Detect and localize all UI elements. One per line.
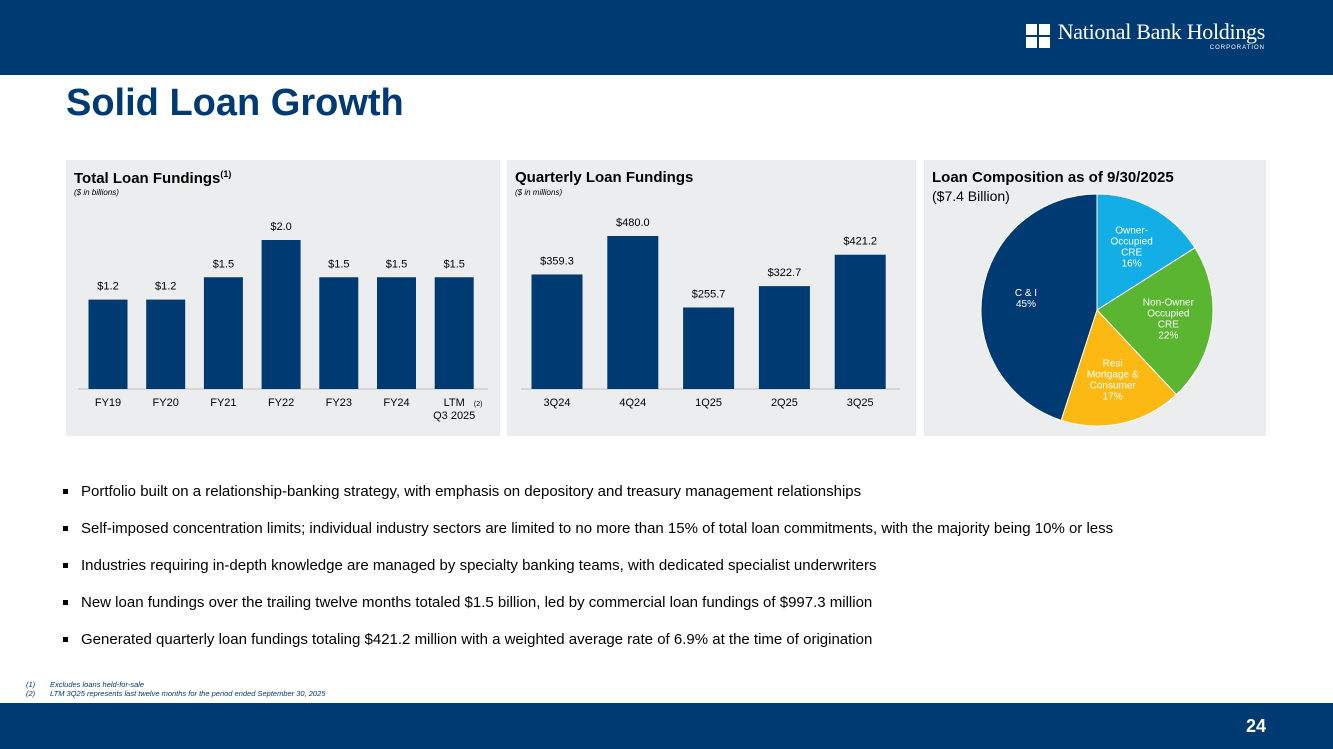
- bar-value-label: $255.7: [692, 288, 726, 300]
- footnote: (1) Excludes loans held-for-sale: [26, 680, 145, 689]
- bullet-item: Portfolio built on a relationship-bankin…: [62, 482, 1113, 519]
- loan-composition-panel: Loan Composition as of 9/30/2025 ($7.4 B…: [924, 160, 1266, 436]
- bullet-item: Self-imposed concentration limits; indiv…: [62, 519, 1113, 556]
- bullet-item: Generated quarterly loan fundings totali…: [62, 630, 1113, 667]
- bar-value-label: $1.5: [386, 258, 407, 270]
- x-tick-label: 2Q25: [771, 397, 798, 409]
- bar-value-label: $359.3: [540, 255, 574, 267]
- bar: [319, 277, 359, 389]
- x-tick-label: FY21: [210, 397, 236, 409]
- logo-name: National Bank Holdings: [1057, 19, 1266, 44]
- x-tick-sublabel: Q3 2025: [433, 410, 475, 422]
- page-number: 24: [1245, 716, 1266, 736]
- x-tick-label: FY19: [95, 397, 121, 409]
- quarterly-loan-fundings-chart: $359.3 3Q24 $480.0 4Q24 $255.7 1Q25 $322.7 2Q25…: [521, 217, 900, 409]
- total-loan-fundings-chart: $1.2 FY19 $1.2 FY20 $1.5 FY21 $2.0 FY22 $1.5 FY23…: [78, 221, 488, 422]
- bar: [203, 277, 243, 389]
- bullet-item: New loan fundings over the trailing twel…: [62, 593, 1113, 630]
- chart3-subtitle: ($7.4 Billion): [932, 188, 1010, 204]
- loan-composition-pie: Owner-Occupied CRE 16% Non-Owner Occupied CRE…: [980, 193, 1214, 427]
- chart1-subtitle: ($ in billions): [74, 188, 119, 197]
- bar-value-label: $1.2: [97, 281, 118, 293]
- bar-value-label: $1.5: [328, 258, 349, 270]
- total-loan-fundings-panel: Total Loan Fundings(1) ($ in billions) $…: [66, 160, 500, 436]
- pie-slice: [1060, 309, 1178, 427]
- bar-value-label: $2.0: [270, 221, 291, 233]
- chart2-subtitle: ($ in millions): [515, 188, 563, 197]
- bar-value-label: $480.0: [616, 217, 650, 229]
- bar-value-label: $322.7: [768, 267, 802, 279]
- chart3-title: Loan Composition as of 9/30/2025: [932, 169, 1174, 186]
- bar: [758, 286, 810, 389]
- pie-slice: [1096, 193, 1196, 311]
- quarterly-loan-fundings-panel: Quarterly Loan Fundings ($ in millions) …: [507, 160, 916, 436]
- bar: [834, 254, 886, 389]
- bar-value-label: $1.2: [155, 281, 176, 293]
- chart2-title: Quarterly Loan Fundings: [515, 169, 694, 186]
- footnote: (2) LTM 3Q25 represents last twelve month…: [26, 689, 326, 698]
- bar-value-label: $421.2: [843, 236, 877, 248]
- x-tick-label: 3Q25: [847, 397, 874, 409]
- bar: [607, 236, 659, 389]
- bar-value-label: $1.5: [443, 258, 464, 270]
- bottom-banner: 24: [0, 703, 1333, 749]
- bar: [88, 299, 128, 389]
- bar: [434, 277, 474, 389]
- chart1-title: Total Loan Fundings(1): [74, 169, 232, 187]
- bar-value-label: $1.5: [213, 258, 234, 270]
- logo-squares-icon: [1025, 24, 1052, 50]
- pie-slice: [1096, 247, 1214, 396]
- page-title: Solid Loan Growth: [66, 82, 404, 124]
- pie-slice-label: C & I 45%: [1015, 288, 1037, 310]
- bar: [377, 277, 416, 389]
- x-tick-label: FY22: [268, 397, 294, 409]
- pie-slice-label: Non-Owner Occupied CRE 22%: [1143, 298, 1195, 342]
- bullet-item: Industries requiring in-depth knowledge …: [62, 556, 1113, 593]
- bar: [683, 307, 735, 389]
- logo-subtitle: CORPORATION: [1209, 45, 1265, 51]
- pie-slice: [980, 193, 1098, 421]
- x-tick-label: FY20: [153, 397, 179, 409]
- footnotes: (1) Excludes loans held-for-sale (2) LTM 3…: [26, 680, 325, 698]
- bullet-list: Portfolio built on a relationship-bankin…: [62, 482, 1113, 667]
- x-tick-label: FY23: [326, 397, 352, 409]
- bar: [146, 299, 186, 389]
- x-tick-label: LTM: [444, 397, 465, 409]
- pie-slice-label: Owner-Occupied CRE 16%: [1111, 225, 1153, 269]
- x-tick-label: 3Q24: [544, 397, 571, 409]
- bar: [531, 274, 583, 389]
- x-tick-footnote: (2): [474, 401, 483, 408]
- pie-slice-label: Resi Mortgage & Consumer 17%: [1087, 359, 1139, 403]
- bar: [261, 240, 301, 389]
- company-logo: National Bank Holdings CORPORATION: [1025, 19, 1266, 51]
- x-tick-label: FY24: [383, 397, 409, 409]
- top-banner: National Bank Holdings CORPORATION: [0, 0, 1333, 75]
- x-tick-label: 1Q25: [695, 397, 722, 409]
- x-tick-label: 4Q24: [619, 397, 646, 409]
